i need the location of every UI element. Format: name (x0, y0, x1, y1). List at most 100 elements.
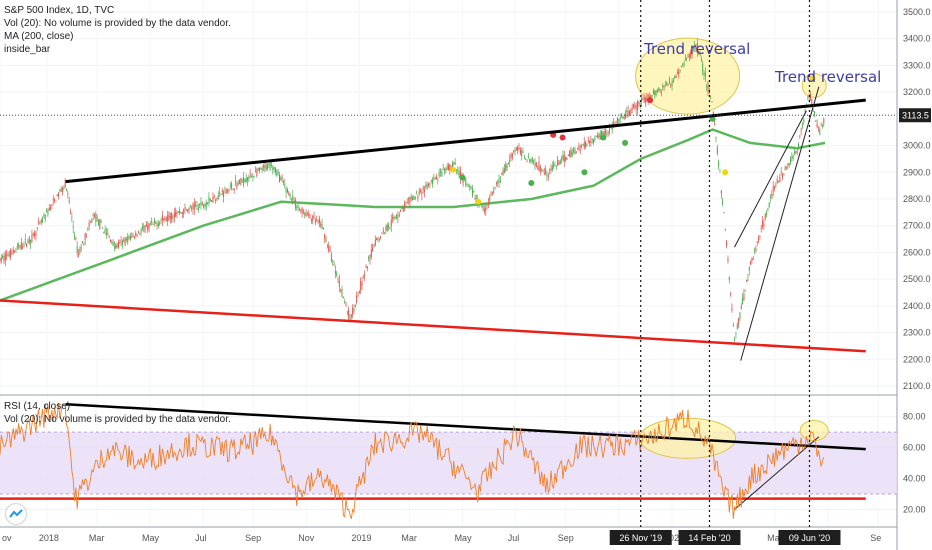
candle-body (759, 236, 761, 238)
inside-bar-dot (809, 75, 816, 82)
candle-body (655, 90, 657, 95)
candle-body (474, 197, 476, 200)
candle-body (185, 208, 187, 211)
candle-body (457, 169, 459, 172)
candle-body (103, 231, 105, 234)
candle-body (599, 132, 601, 139)
candle-body (736, 324, 738, 330)
inside-bar-dot (622, 139, 629, 146)
candle-body (232, 188, 234, 190)
time-tick-label: Sep (245, 533, 261, 543)
candle-body (147, 225, 149, 230)
candle-body (466, 183, 468, 185)
drawn-trendlines[interactable] (0, 86, 866, 510)
tradingview-logo[interactable] (6, 504, 26, 524)
candle-body (467, 184, 469, 186)
candle-body (247, 177, 249, 181)
candle-body (175, 211, 177, 217)
candle-body (804, 109, 806, 112)
candle-body (27, 240, 29, 243)
candle-body (151, 221, 153, 223)
price-tick-label: 2700.0 (903, 221, 931, 231)
candle-body (586, 143, 588, 146)
price-tick-label: 3500.0 (903, 7, 931, 17)
candle-body (543, 172, 545, 174)
axes-layer: 2100.0 2200.0 2300.0 2400.0 2500.0 2600.0 2700… (2, 7, 931, 545)
rsi-indicator-label[interactable]: RSI (14, close) (4, 401, 71, 412)
candle-body (187, 209, 189, 212)
candle-body (739, 312, 741, 320)
candle-body (522, 151, 524, 153)
candle-body (11, 252, 13, 255)
candle-body (200, 201, 202, 205)
candle-body (406, 201, 408, 204)
candle-body (626, 110, 628, 113)
candle-body (302, 211, 304, 213)
candle-body (727, 258, 729, 262)
candle-body (93, 215, 95, 217)
candle-body (598, 135, 600, 138)
candle-body (510, 154, 512, 159)
candle-body (454, 162, 456, 165)
candle-body (89, 221, 91, 223)
candle-body (338, 280, 340, 287)
candle-body (382, 230, 384, 232)
candle-body (368, 257, 370, 259)
candle-body (779, 176, 781, 183)
candle-body (605, 130, 607, 135)
candle-body (191, 207, 193, 210)
candle-body (215, 199, 217, 202)
candle-body (498, 178, 500, 183)
candle-body (16, 245, 18, 248)
candle-body (172, 216, 174, 219)
candle-body (217, 195, 219, 199)
candle-body (63, 187, 65, 189)
candle-body (161, 215, 163, 221)
candle-body (639, 102, 641, 106)
candle-body (410, 196, 412, 200)
candle-body (676, 72, 678, 74)
inside-bar-indicator-label[interactable]: inside_bar (4, 44, 51, 55)
annotation-trend-reversal-1[interactable]: Trend reversal (643, 40, 750, 58)
symbol-title[interactable]: S&P 500 Index, 1D, TVC (4, 5, 115, 16)
candle-body (51, 204, 53, 206)
candle-body (128, 236, 130, 239)
candle-body (354, 304, 356, 307)
candle-body (650, 95, 652, 99)
annotation-trend-reversal-2[interactable]: Trend reversal (774, 68, 881, 86)
candle-body (704, 72, 706, 77)
candle-body (535, 162, 537, 167)
price-tick-label: 2100.0 (903, 381, 931, 391)
candle-body (195, 205, 197, 207)
candles-layer[interactable] (0, 38, 825, 343)
candle-body (517, 147, 519, 151)
candle-body (251, 175, 253, 178)
volume-indicator-label[interactable]: Vol (20): No volume is provided by the d… (4, 18, 231, 29)
candle-body (233, 188, 235, 191)
candle-body (574, 148, 576, 155)
candle-body (294, 199, 296, 208)
candle-body (8, 254, 10, 256)
candle-body (50, 207, 52, 210)
candle-body (56, 194, 58, 197)
date-label-text: 14 Feb '20 (688, 533, 730, 543)
candle-body (469, 186, 471, 189)
candle-body (724, 229, 726, 231)
candle-body (140, 230, 142, 234)
candle-body (750, 261, 752, 265)
candle-body (304, 213, 306, 216)
candle-body (782, 174, 784, 178)
candle-body (240, 177, 242, 185)
candle-body (766, 212, 768, 216)
rsi-volume-label[interactable]: Vol (20): No volume is provided by the d… (4, 414, 231, 425)
time-tick-label: Sep (558, 533, 574, 543)
candle-body (278, 174, 280, 183)
candle-body (542, 169, 544, 171)
candle-body (619, 117, 621, 120)
candle-body (42, 218, 44, 223)
ma-indicator-label[interactable]: MA (200, close) (4, 31, 74, 42)
candle-body (414, 196, 416, 199)
candle-body (176, 211, 178, 214)
candle-body (445, 168, 447, 171)
candle-body (203, 205, 205, 208)
